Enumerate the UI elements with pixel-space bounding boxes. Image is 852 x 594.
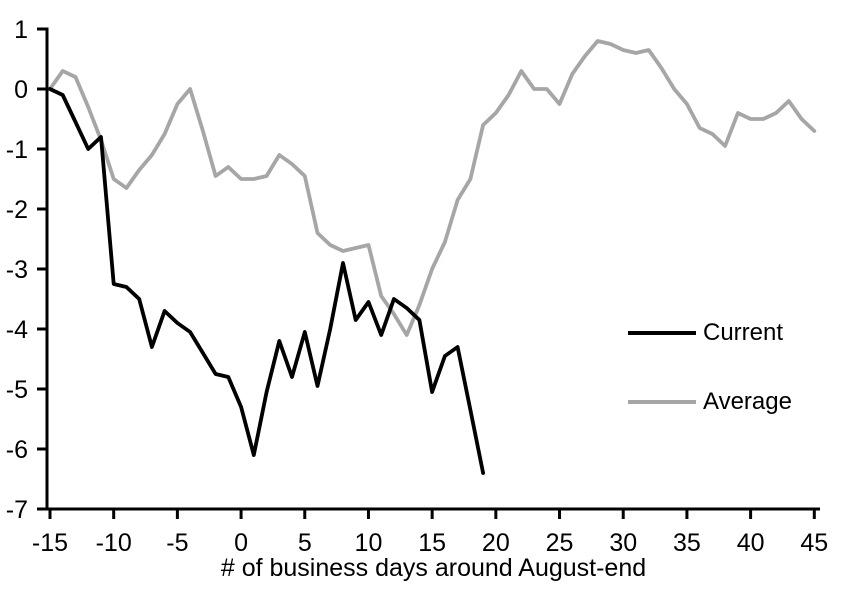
x-tick-label: 40	[737, 529, 765, 557]
legend-label-current: Current	[703, 319, 784, 346]
y-tick-label: -5	[6, 376, 28, 404]
average-line-swatch	[628, 400, 696, 404]
y-tick-label: -1	[6, 136, 28, 164]
x-axis-title: # of business days around August-end	[220, 554, 647, 582]
x-tick-label: 10	[355, 529, 383, 557]
y-tick-label: -6	[6, 436, 28, 464]
average-series-line	[48, 39, 817, 337]
legend-item-current: Current	[628, 319, 783, 347]
y-tick-label: 0	[14, 76, 28, 104]
legend-label-average: Average	[703, 388, 792, 415]
current-series-line	[48, 87, 486, 475]
y-tick-label: -2	[6, 196, 28, 224]
y-tick-label: -4	[6, 316, 28, 344]
x-tick-label: 45	[800, 529, 828, 557]
legend-item-average: Average	[628, 388, 792, 416]
x-tick-label: 30	[609, 529, 637, 557]
x-tick-label: 5	[298, 529, 312, 557]
x-tick-label: 35	[673, 529, 701, 557]
x-tick-label: 15	[418, 529, 446, 557]
current-line-swatch	[628, 331, 696, 335]
x-tick-label: 25	[546, 529, 574, 557]
x-tick-label: -5	[166, 529, 188, 557]
x-tick-label: 20	[482, 529, 510, 557]
x-tick-label: -15	[32, 529, 68, 557]
x-tick-label: 0	[234, 529, 248, 557]
x-tick-label: -10	[96, 529, 132, 557]
axes	[45, 27, 820, 511]
x-tick-group: -15 -10 -5 0 5 10 15 20 25 30 35 40 45	[32, 510, 828, 557]
y-tick-label: 1	[14, 16, 28, 44]
y-tick-label: -3	[6, 256, 28, 284]
y-tick-label: -7	[6, 496, 28, 524]
y-tick-group: 1 0 -1 -2 -3 -4 -5 -6 -7	[6, 16, 46, 524]
